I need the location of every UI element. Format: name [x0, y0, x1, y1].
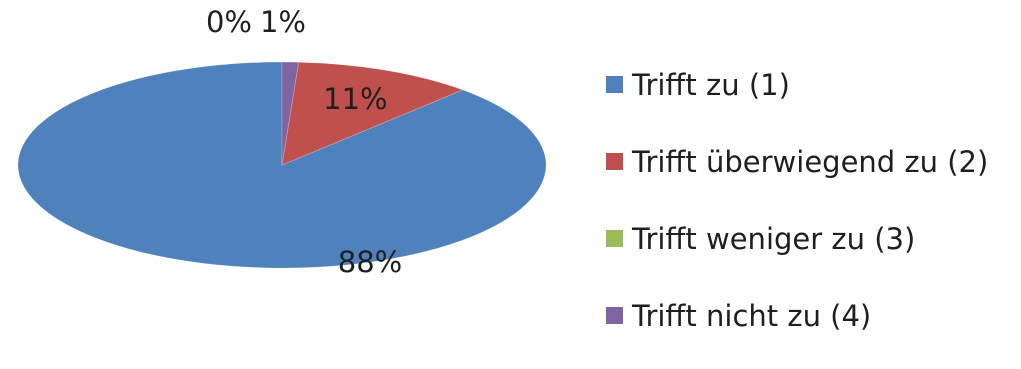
data-label-trifft-weniger-zu-3: 0%: [206, 5, 252, 39]
legend-label-trifft-berwiegend-zu-2: Trifft überwiegend zu (2): [631, 145, 988, 179]
pie-slices: [17, 61, 547, 269]
pie-slice-trifft-nicht-zu-4: [281, 61, 300, 166]
data-labels: 88% 11% 0% 1%: [206, 5, 402, 279]
data-label-trifft-zu-1: 88%: [338, 245, 402, 279]
pie-slice-trifft-zu-1: [17, 61, 547, 269]
legend-label-trifft-nicht-zu-4: Trifft nicht zu (4): [631, 299, 871, 333]
data-label-trifft-nicht-zu-4: 1%: [260, 5, 306, 39]
legend-swatch-trifft-weniger-zu-3: [606, 230, 623, 247]
legend-swatch-trifft-zu-1: [606, 76, 623, 93]
legend-swatch-trifft-berwiegend-zu-2: [606, 153, 623, 170]
legend-label-trifft-weniger-zu-3: Trifft weniger zu (3): [631, 222, 915, 256]
data-label-trifft-berwiegend-zu-2: 11%: [323, 82, 387, 116]
legend: Trifft zu (1) Trifft überwiegend zu (2) Tr…: [606, 68, 988, 333]
pie-slice-trifft-berwiegend-zu-2: [281, 61, 464, 166]
legend-label-trifft-zu-1: Trifft zu (1): [631, 68, 790, 102]
legend-swatch-trifft-nicht-zu-4: [606, 307, 623, 324]
